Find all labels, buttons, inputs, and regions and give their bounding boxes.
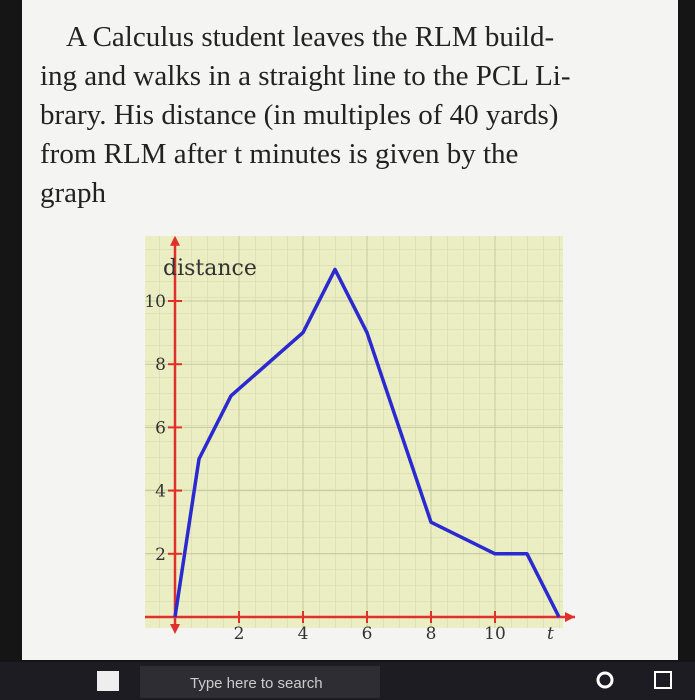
minor-grid [145, 236, 563, 628]
problem-line: brary. His distance (in multiples of 40 … [40, 99, 558, 131]
search-placeholder[interactable]: Type here to search [190, 675, 323, 692]
problem-line: ing and walks in a straight line to the … [40, 60, 571, 92]
problem-line: from RLM after t minutes is given by the [40, 138, 518, 170]
y-axis-arrow-down [170, 624, 180, 634]
problem-line: graph [40, 177, 107, 209]
y-tick-label: 6 [155, 418, 166, 438]
x-tick-label: 2 [234, 624, 245, 644]
search-box[interactable] [140, 666, 380, 698]
cortana-icon[interactable] [596, 671, 614, 689]
y-axis-arrow [170, 235, 180, 246]
x-axis-arrow [565, 612, 575, 622]
x-tick-label: 8 [426, 624, 437, 644]
problem-line: A Calculus student leaves the RLM build- [66, 21, 554, 53]
y-tick-label: 4 [155, 482, 166, 502]
y-axis-label: distance [163, 256, 257, 281]
y-tick-label: 8 [155, 355, 166, 375]
x-tick-label: 4 [298, 624, 309, 644]
y-tick-label: 10 [144, 292, 166, 312]
x-tick-label: 10 [484, 624, 506, 644]
x-axis-label: t [547, 624, 554, 644]
y-tick-label: 2 [155, 545, 166, 565]
distance-line [173, 267, 561, 618]
task-view-icon[interactable] [654, 671, 672, 689]
plot: 2 4 6 8 10 2 4 6 8 10 distance t [144, 235, 575, 644]
windows-icon[interactable] [97, 671, 119, 691]
x-tick-label: 6 [362, 624, 373, 644]
